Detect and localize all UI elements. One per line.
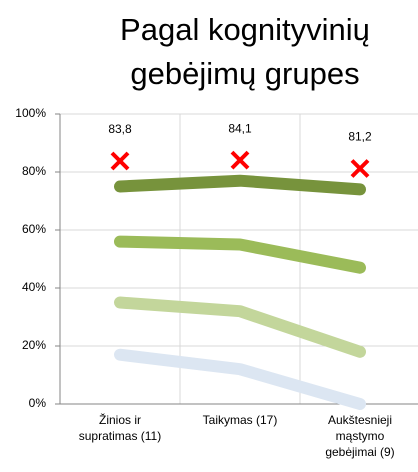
x-tick-label: Taikymas (17) [202,413,278,427]
series-line [114,296,366,358]
chart-title: Pagal kognityvinių gebėjimų grupes [120,12,370,91]
data-label: 81,2 [348,130,372,144]
series-line [114,235,366,274]
x-tick-label: Žinios ir supratimas (11) [78,413,162,443]
x-marker [230,150,250,170]
x-marker [110,151,130,171]
x-tick-label: Aukštesnieji mąstymo gebėjimai (9) [325,413,395,459]
y-tick-label: 80% [22,164,46,178]
data-label: 83,8 [108,122,132,136]
y-tick-label: 60% [22,222,46,236]
data-label: 84,1 [228,121,252,135]
series-line [114,174,366,196]
series-line [114,348,366,410]
y-tick-label: 20% [22,338,46,352]
y-tick-label: 100% [15,106,46,120]
y-tick-label: 0% [29,396,47,410]
x-marker [350,159,370,178]
y-tick-label: 40% [22,280,46,294]
